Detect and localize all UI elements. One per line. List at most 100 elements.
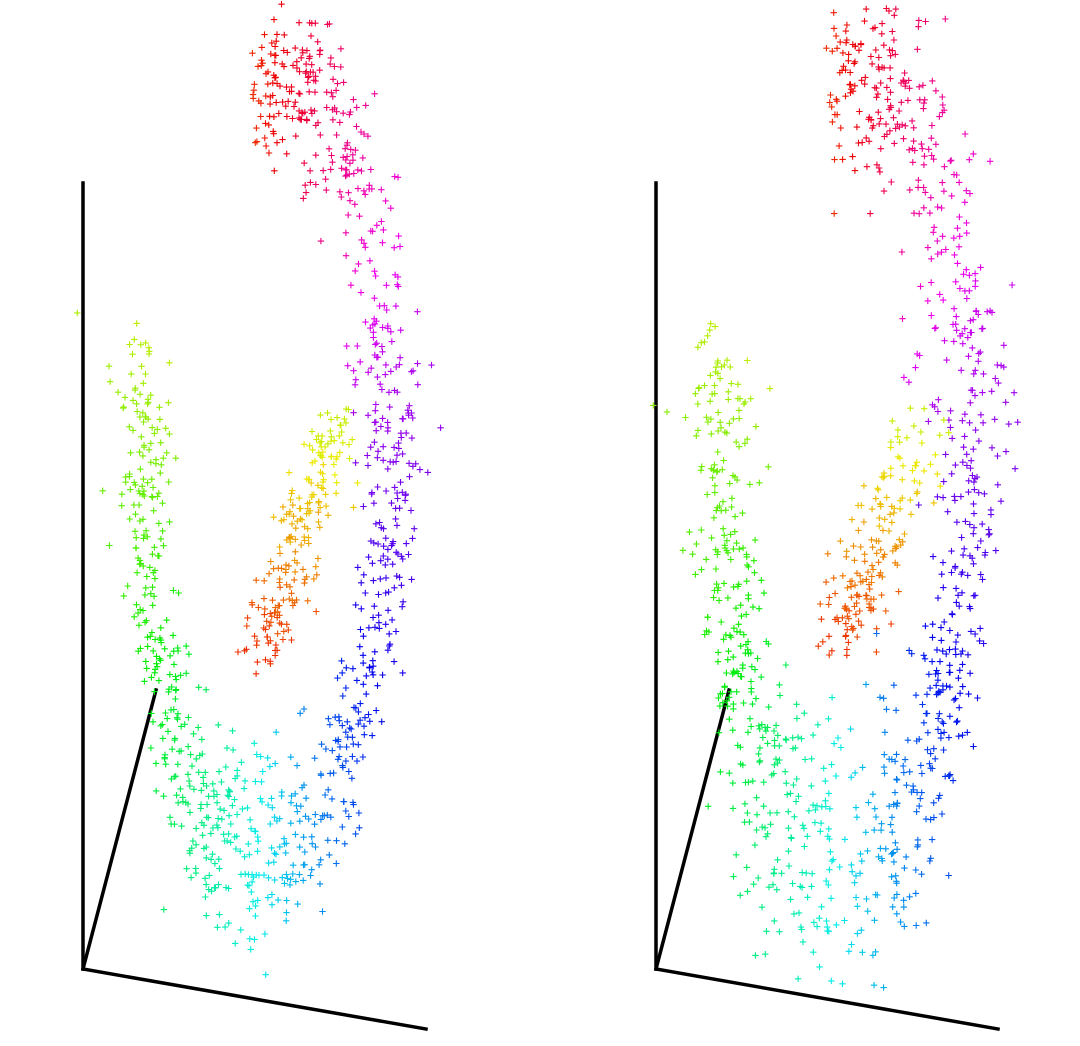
data-point-marker: [813, 802, 821, 809]
data-point-marker: [376, 519, 383, 526]
data-point-marker: [249, 601, 256, 608]
data-point-marker: [246, 905, 253, 912]
data-point-marker: [169, 632, 177, 639]
data-point-marker: [285, 626, 292, 634]
data-point-marker: [151, 544, 158, 551]
data-point-marker: [758, 904, 766, 911]
data-point-marker: [946, 627, 953, 634]
data-point-marker: [845, 57, 852, 64]
data-point-marker: [713, 468, 720, 476]
data-point-marker: [771, 761, 778, 768]
data-point-marker: [934, 470, 941, 478]
data-point-marker: [743, 611, 750, 618]
data-point-marker: [960, 444, 967, 451]
data-point-marker: [295, 107, 303, 115]
data-point-marker: [229, 727, 236, 734]
data-point-marker: [382, 574, 390, 582]
data-point-marker: [981, 490, 988, 497]
data-point-marker: [378, 524, 385, 531]
data-point-marker: [189, 837, 197, 845]
data-point-marker: [705, 628, 713, 636]
data-point-marker: [863, 134, 870, 142]
data-point-marker: [871, 84, 878, 91]
data-point-marker: [782, 768, 789, 775]
data-point-marker: [340, 110, 347, 117]
data-point-marker: [887, 89, 894, 96]
data-point-marker: [805, 807, 813, 814]
data-point-marker: [961, 199, 968, 206]
data-point-marker: [345, 189, 352, 196]
data-point-marker: [817, 600, 824, 608]
data-point-marker: [330, 461, 337, 468]
data-point-marker: [898, 99, 905, 106]
data-point-marker: [195, 684, 202, 691]
data-point-marker: [765, 463, 772, 470]
data-point-marker: [356, 213, 363, 220]
data-point-marker: [201, 875, 209, 882]
data-point-marker: [159, 721, 166, 728]
data-point-marker: [343, 342, 350, 350]
data-point-marker: [855, 527, 862, 534]
data-point-marker: [730, 583, 737, 591]
data-point-marker: [728, 380, 735, 387]
data-point-marker: [185, 651, 193, 658]
data-point-marker: [763, 928, 770, 935]
data-point-marker: [351, 201, 358, 208]
data-point-marker: [794, 734, 802, 741]
data-point-marker: [856, 108, 863, 115]
data-point-marker: [874, 485, 881, 492]
data-point-marker: [778, 870, 785, 877]
data-point-marker: [831, 156, 838, 163]
data-point-marker: [343, 153, 351, 160]
data-point-marker: [761, 724, 769, 731]
data-point-marker: [188, 845, 195, 852]
data-point-marker: [701, 382, 708, 389]
data-point-marker: [239, 805, 246, 813]
data-point-marker: [273, 729, 280, 736]
data-point-marker: [738, 612, 745, 620]
data-point-marker: [931, 403, 938, 410]
data-point-marker: [338, 428, 345, 436]
data-point-marker: [292, 536, 299, 543]
data-point-marker: [997, 498, 1005, 505]
data-point-marker: [744, 357, 751, 364]
data-point-marker: [714, 427, 722, 435]
data-point-marker: [278, 517, 285, 524]
data-point-marker: [869, 566, 877, 573]
data-point-marker: [332, 87, 340, 94]
data-point-marker: [257, 100, 265, 107]
data-point-marker: [302, 60, 310, 68]
data-point-marker: [292, 790, 299, 797]
data-point-marker: [940, 729, 948, 736]
data-point-marker: [892, 707, 900, 714]
data-point-marker: [952, 585, 960, 592]
data-point-marker: [384, 419, 391, 426]
data-point-marker: [892, 872, 899, 879]
data-point-marker: [402, 491, 409, 498]
data-point-marker: [370, 500, 378, 507]
data-point-marker: [701, 338, 708, 346]
data-point-marker: [818, 616, 825, 623]
data-point-marker: [251, 633, 258, 640]
data-point-marker: [138, 363, 145, 370]
data-point-marker: [756, 744, 764, 752]
data-point-marker: [374, 373, 381, 381]
data-point-marker: [187, 874, 195, 881]
data-point-marker: [957, 332, 964, 340]
data-point-marker: [875, 109, 882, 116]
data-point-marker: [133, 400, 140, 407]
data-point-marker: [746, 481, 753, 488]
data-point-marker: [932, 87, 940, 94]
data-point-marker: [324, 409, 331, 417]
data-point-marker: [126, 515, 133, 523]
data-point-marker: [773, 886, 780, 893]
data-point-marker: [739, 761, 746, 769]
data-point-marker: [1014, 419, 1021, 426]
data-point-marker: [934, 237, 941, 245]
data-point-marker: [881, 751, 888, 758]
data-point-marker: [958, 571, 965, 578]
data-point-marker: [915, 177, 922, 184]
data-point-marker: [815, 643, 822, 650]
data-point-marker: [940, 584, 947, 591]
data-point-marker: [272, 609, 279, 616]
